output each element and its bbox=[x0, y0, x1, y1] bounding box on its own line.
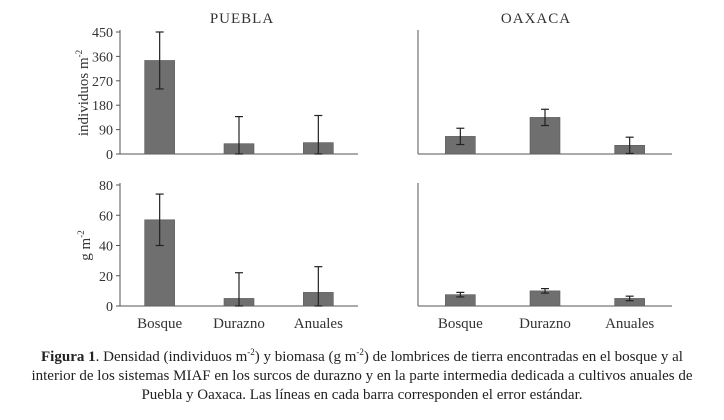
x-tick-label: Anuales bbox=[605, 316, 654, 332]
y-axis-label: individuos m-2 bbox=[74, 50, 92, 136]
y-axis-label-exponent: -2 bbox=[74, 50, 84, 58]
caption-text-1: . Densidad (individuos m bbox=[95, 349, 248, 365]
panel-title: OAXACA bbox=[501, 11, 571, 27]
y-tick-label: 80 bbox=[99, 179, 113, 194]
x-tick-label: Durazno bbox=[213, 316, 265, 332]
caption-exponent-1: -2 bbox=[247, 347, 255, 357]
caption-exponent-2: -2 bbox=[356, 347, 364, 357]
y-axis-label-exponent: -2 bbox=[76, 230, 86, 238]
y-axis-label-text: individuos m bbox=[76, 57, 92, 136]
y-tick-label: 60 bbox=[99, 209, 113, 224]
y-tick-label: 20 bbox=[99, 270, 113, 285]
puebla-biomass-chart: 80 60 40 20 0 g m-2 Bosque Durazno Anuales bbox=[76, 179, 358, 332]
oaxaca-biomass-chart: Bosque Durazno Anuales bbox=[417, 183, 672, 332]
y-tick-label: 270 bbox=[92, 75, 113, 90]
y-tick-label: 360 bbox=[92, 50, 113, 65]
x-tick-label: Bosque bbox=[438, 316, 483, 332]
figure-caption: Figura 1. Densidad (individuos m-2) y bi… bbox=[30, 348, 694, 405]
y-tick-label: 0 bbox=[106, 300, 113, 315]
puebla-density-chart: PUEBLA 450 360 270 180 90 0 individuos m-2 bbox=[74, 11, 358, 163]
x-tick-label: Bosque bbox=[137, 316, 182, 332]
oaxaca-density-chart: OAXACA bbox=[417, 11, 672, 155]
caption-text-3: ) de lombrices de tierra encontradas en … bbox=[31, 349, 693, 403]
y-tick-label: 180 bbox=[92, 99, 113, 114]
caption-label: Figura 1 bbox=[41, 349, 96, 365]
y-axis-label-text: g m bbox=[78, 237, 94, 260]
x-tick-label: Anuales bbox=[294, 316, 343, 332]
y-tick-label: 40 bbox=[99, 240, 113, 255]
x-tick-label: Durazno bbox=[519, 316, 571, 332]
y-tick-label: 90 bbox=[99, 124, 113, 139]
y-tick-label: 0 bbox=[106, 148, 113, 163]
y-tick-label: 450 bbox=[92, 26, 113, 41]
y-axis-label: g m-2 bbox=[76, 230, 94, 260]
panel-title: PUEBLA bbox=[210, 11, 274, 27]
caption-text-2: ) y biomasa (g m bbox=[254, 349, 357, 365]
